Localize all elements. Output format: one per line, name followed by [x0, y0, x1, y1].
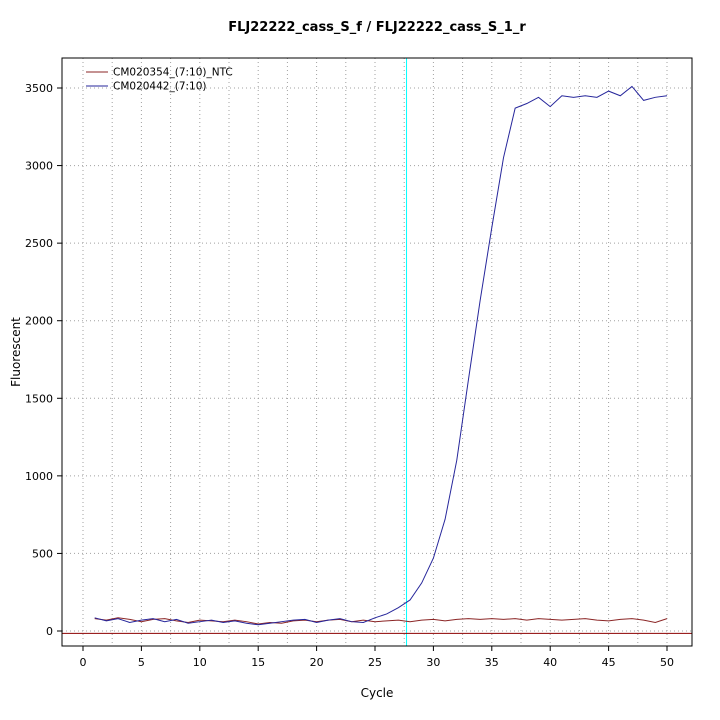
- x-tick-label: 40: [543, 656, 557, 669]
- x-tick-label: 45: [602, 656, 616, 669]
- x-axis-label: Cycle: [361, 686, 394, 700]
- x-tick-label: 30: [426, 656, 440, 669]
- x-tick-label: 25: [368, 656, 382, 669]
- y-tick-label: 500: [32, 547, 53, 560]
- y-tick-label: 1500: [25, 392, 53, 405]
- y-tick-label: 2000: [25, 315, 53, 328]
- legend-label: CM020354_(7:10)_NTC: [113, 67, 233, 79]
- series-line-CM020354_(7:10)_NTC: [94, 617, 668, 625]
- y-tick-label: 1000: [25, 470, 53, 483]
- chart-body: 0 5 10 15 20 25 30 35 40 45 5005001000150020002500…: [25, 57, 693, 669]
- x-tick-label: 10: [193, 656, 207, 669]
- chart-title: FLJ22222_cass_S_f / FLJ22222_cass_S_1_r: [228, 20, 526, 35]
- plot-box: [61, 57, 693, 647]
- y-tick-label: 3500: [25, 82, 53, 95]
- x-tick-label: 50: [660, 656, 674, 669]
- y-tick-label: 2500: [25, 237, 53, 250]
- x-tick-label: 5: [138, 656, 145, 669]
- series-line-CM020442_(7:10): [94, 85, 668, 626]
- x-tick-label: 35: [485, 656, 499, 669]
- y-tick-label: 0: [46, 625, 53, 638]
- x-tick-label: 15: [251, 656, 265, 669]
- y-axis-label: Fluorescent: [9, 317, 23, 387]
- legend-label: CM020442_(7:10): [113, 81, 207, 93]
- y-tick-label: 3000: [25, 160, 53, 173]
- x-tick-label: 0: [80, 656, 87, 669]
- x-tick-label: 20: [310, 656, 324, 669]
